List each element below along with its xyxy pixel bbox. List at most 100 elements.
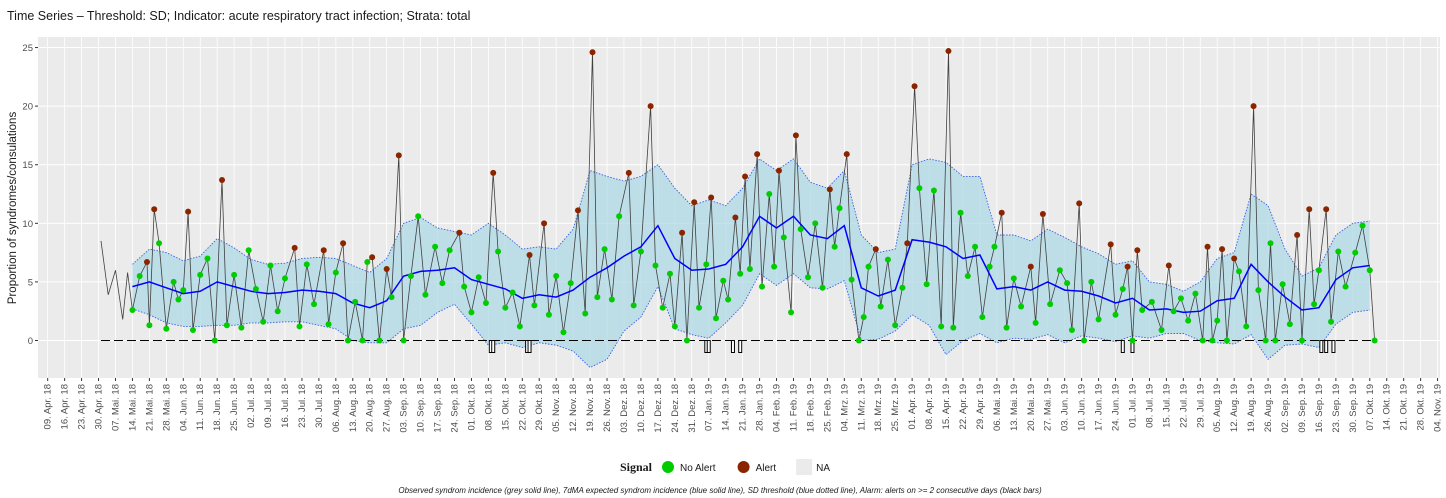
x-tick-label: 13. Mai. 19 [1009,384,1020,431]
signal-point [383,266,390,273]
signal-point [991,243,998,250]
signal-point [930,187,937,194]
signal-point [1170,308,1177,315]
signal-point [652,262,659,269]
signal-point [260,318,267,325]
x-tick-label: 17. Jun. 19 [1094,384,1105,431]
signal-point [1134,247,1141,254]
signal-point [456,229,463,236]
x-tick-label: 09. Jul. 18 [263,384,274,428]
signal-point [1352,249,1359,256]
x-tick-label: 08. Apr. 19 [924,384,935,429]
x-tick-label: 23. Sep. 19 [1331,384,1342,433]
x-tick-label: 09. Sep. 19 [1297,384,1308,433]
x-tick-label: 16. Jul. 18 [280,384,291,428]
x-tick-label: 15. Jul. 19 [1161,384,1172,428]
signal-point [892,322,899,329]
y-tick-label: 10 [22,219,33,230]
signal-point [1323,206,1330,213]
signal-point [311,301,318,308]
signal-point [185,208,192,215]
signal-point [143,258,150,265]
signal-point [972,243,979,250]
x-tick-label: 11. Mrz. 19 [856,384,867,431]
x-tick-label: 04. Jun. 18 [178,384,189,431]
x-tick-label: 22. Okt. 18 [517,384,528,430]
signal-point [320,247,327,254]
signal-point [797,226,804,233]
signal-point [1139,307,1146,314]
x-tick-label: 14. Okt. 19 [1382,384,1393,430]
x-tick-label: 29. Okt. 18 [534,384,545,430]
signal-point [211,337,218,344]
signal-point [1129,337,1136,344]
signal-point [223,322,230,329]
x-tick-label: 23. Jul. 18 [297,384,308,428]
x-tick-label: 18. Mrz. 19 [873,384,884,432]
signal-point [170,278,177,285]
signal-point [541,220,548,227]
signal-point [1107,241,1114,248]
signal-point [1306,206,1313,213]
x-tick-label: 01. Okt. 18 [466,384,477,430]
signal-point [872,246,879,253]
signal-point [831,243,838,250]
signal-point [388,294,395,301]
x-tick-label: 03. Jun. 19 [1060,384,1071,431]
signal-point [725,296,732,303]
signal-point [1056,267,1063,274]
signal-point [238,324,245,331]
signal-point [589,49,596,56]
signal-point [1165,262,1172,269]
x-tick-label: 01. Apr. 19 [907,384,918,429]
legend-swatch [737,461,750,473]
signal-point [998,209,1005,216]
signal-point [1088,278,1095,285]
x-tick-label: 06. Mai. 19 [992,384,1003,431]
y-tick-label: 25 [22,43,33,54]
legend-label: NA [816,463,830,474]
signal-point [415,213,422,220]
signal-point [156,240,163,247]
signal-point [594,294,601,301]
signal-point [1231,255,1238,262]
signal-point [560,329,567,336]
alarm-bar [1120,340,1125,354]
x-tick-label: 23. Apr. 18 [77,384,88,429]
signal-point [344,337,351,344]
x-tick-label: 10. Sep. 18 [416,384,427,433]
legend-swatch [662,461,674,473]
signal-point [1243,323,1250,330]
signal-point [1032,319,1039,326]
alarm-bar [527,340,532,354]
signal-point [708,194,715,201]
x-tick-label: 27. Aug. 18 [382,384,393,432]
x-tick-label: 05. Aug. 19 [1212,384,1223,432]
signal-point [1124,263,1131,270]
signal-point [1081,337,1088,344]
x-tick-label: 14. Mai. 18 [127,384,138,431]
signal-point [1010,275,1017,282]
signal-point [964,273,971,280]
threshold-lower [132,273,1370,369]
x-tick-label: 21. Mai. 18 [144,384,155,431]
signal-point [446,247,453,254]
signal-point [175,296,182,303]
signal-point [1262,337,1269,344]
signal-point [771,263,778,270]
signal-point [1076,200,1083,207]
x-tick-label: 24. Sep. 18 [449,384,460,433]
signal-point [904,240,911,247]
signal-point [1209,337,1216,344]
x-tick-label: 03. Dez. 18 [619,384,630,433]
signal-point [625,169,632,176]
signal-point [204,255,211,262]
alarm-bar [1324,340,1329,354]
signal-point [340,240,347,247]
signal-point [1371,337,1378,344]
signal-point [1279,281,1286,288]
x-tick-label: 29. Apr. 19 [975,384,986,429]
signal-point [836,205,843,212]
x-tick-label: 27. Mai. 19 [1043,384,1054,431]
